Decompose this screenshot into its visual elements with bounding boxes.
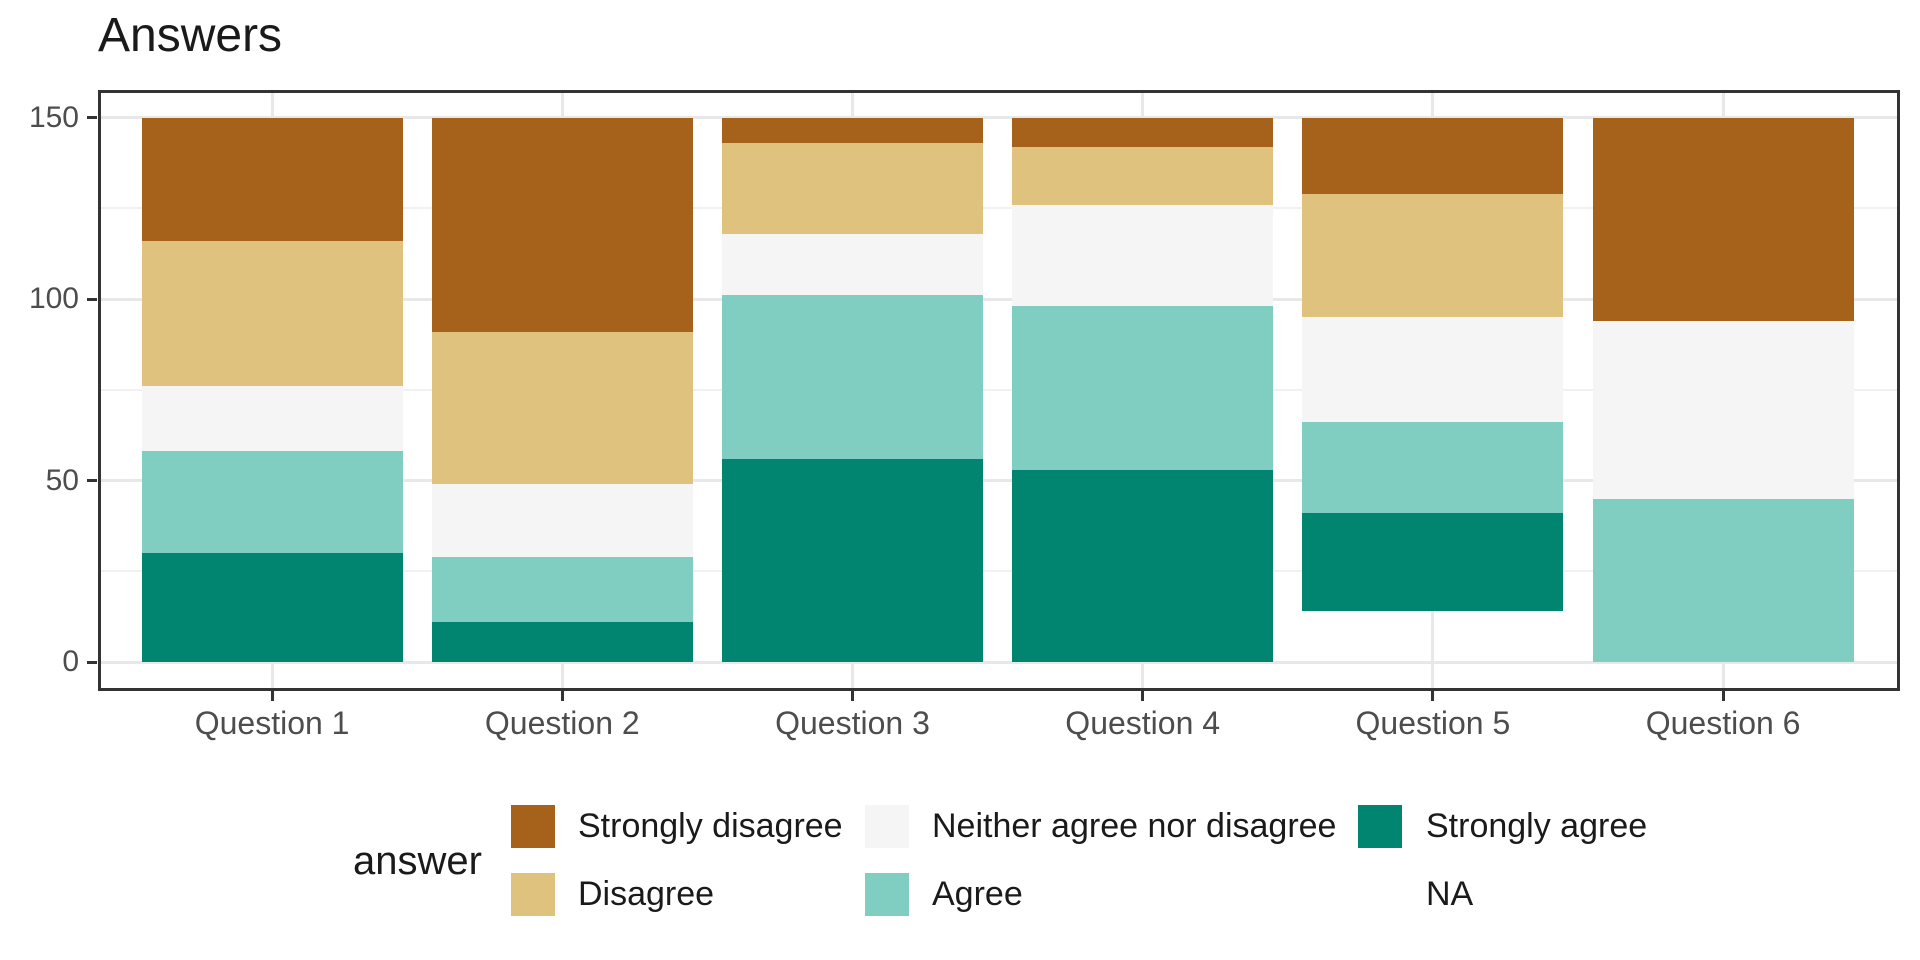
- legend-label-strongly-disagree: Strongly disagree: [578, 807, 843, 845]
- legend-swatch-agree: [865, 873, 909, 916]
- legend-label-na: NA: [1426, 875, 1474, 913]
- x-tick-3: [851, 691, 854, 701]
- bar-segment-6-strongly-disagree: [1592, 117, 1854, 321]
- chart-title: Answers: [98, 9, 283, 62]
- plot-area: [101, 93, 1897, 688]
- legend-swatch-disagree: [511, 873, 555, 916]
- y-tick-100: [87, 297, 97, 301]
- y-tick-0: [87, 660, 97, 664]
- legend-title: answer: [353, 839, 482, 883]
- legend-label-neither-agree-nor-disagree: Neither agree nor disagree: [932, 807, 1337, 845]
- bar-segment-5-agree: [1302, 422, 1564, 514]
- bar-segment-4-neither-agree-nor-disagree: [1012, 204, 1274, 307]
- minor-gridline-y-125: [101, 207, 1897, 210]
- legend-swatch-strongly-agree: [1358, 805, 1402, 848]
- bar-segment-2-neither-agree-nor-disagree: [431, 484, 693, 557]
- bar-segment-3-disagree: [722, 142, 983, 234]
- bar-segment-1-strongly-agree: [141, 553, 403, 662]
- x-tick-label-2: Question 2: [484, 705, 640, 741]
- bar-segment-1-strongly-disagree: [141, 117, 403, 241]
- bar-segment-6-neither-agree-nor-disagree: [1592, 320, 1854, 499]
- y-tick-label-50: 50: [45, 463, 79, 497]
- bar-segment-5-strongly-agree: [1302, 513, 1564, 612]
- bar-segment-2-disagree: [431, 331, 693, 485]
- bar-segment-4-strongly-disagree: [1012, 117, 1274, 147]
- bar-segment-4-agree: [1012, 306, 1274, 470]
- bar-segment-5-disagree: [1302, 193, 1564, 318]
- x-tick-label-6: Question 6: [1645, 705, 1801, 741]
- legend-swatch-na: [1358, 873, 1402, 916]
- major-gridline-y-50: [101, 479, 1897, 482]
- minor-gridline-y-75: [101, 388, 1897, 391]
- x-tick-6: [1721, 691, 1725, 701]
- x-tick-label-5: Question 5: [1355, 705, 1511, 741]
- x-tick-5: [1431, 691, 1435, 701]
- x-tick-2: [560, 691, 564, 701]
- bar-segment-3-strongly-disagree: [722, 117, 983, 143]
- y-tick-label-100: 100: [28, 282, 79, 315]
- bar-segment-1-neither-agree-nor-disagree: [141, 386, 403, 452]
- bar-segment-4-strongly-agree: [1012, 469, 1274, 662]
- legend-label-disagree: Disagree: [578, 875, 715, 913]
- bar-segment-4-disagree: [1012, 146, 1274, 205]
- y-tick-label-0: 0: [62, 645, 79, 678]
- plot-panel: [98, 90, 1900, 691]
- bar-segment-6-agree: [1592, 498, 1854, 662]
- x-tick-label-3: Question 3: [775, 705, 930, 741]
- bar-segment-5-strongly-disagree: [1302, 117, 1564, 194]
- legend-label-strongly-agree: Strongly agree: [1426, 807, 1648, 845]
- major-gridline-y-0: [101, 660, 1897, 664]
- bar-segment-2-agree: [431, 556, 693, 623]
- bar-segment-1-agree: [141, 451, 403, 554]
- bar-segment-3-agree: [722, 295, 983, 459]
- legend-swatch-strongly-disagree: [511, 805, 555, 848]
- bar-segment-2-strongly-agree: [431, 622, 693, 662]
- x-tick-label-4: Question 4: [1065, 705, 1221, 741]
- major-gridline-y-100: [101, 297, 1897, 301]
- y-tick-150: [87, 116, 97, 119]
- y-tick-label-150: 150: [28, 100, 79, 134]
- bar-segment-1-disagree: [141, 240, 403, 387]
- y-tick-50: [87, 479, 97, 482]
- x-tick-4: [1141, 691, 1145, 701]
- x-tick-1: [270, 691, 274, 701]
- minor-gridline-y-25: [101, 570, 1897, 573]
- legend-swatch-neither-agree-nor-disagree: [865, 805, 909, 848]
- bar-segment-5-neither-agree-nor-disagree: [1302, 317, 1564, 423]
- legend-label-agree: Agree: [932, 875, 1023, 913]
- bar-segment-3-strongly-agree: [722, 458, 983, 662]
- major-gridline-y-150: [101, 116, 1897, 119]
- x-tick-label-1: Question 1: [194, 705, 350, 741]
- bar-segment-2-strongly-disagree: [431, 117, 693, 332]
- bar-segment-3-neither-agree-nor-disagree: [722, 233, 983, 296]
